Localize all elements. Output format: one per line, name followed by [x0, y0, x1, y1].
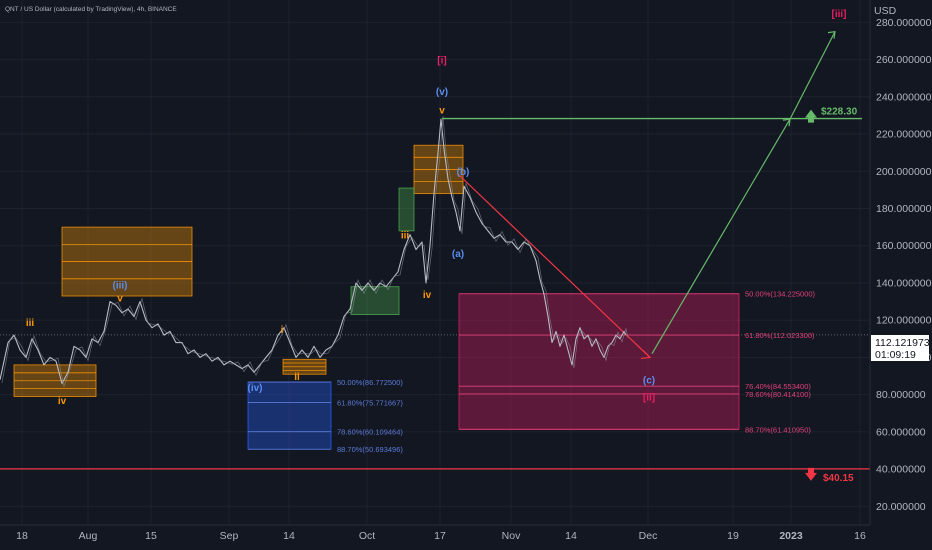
wave-label: iii — [26, 318, 35, 329]
x-tick-label: 2023 — [779, 530, 803, 542]
x-tick-label: 15 — [145, 530, 157, 542]
projection-green-arrowhead — [827, 30, 836, 39]
current-price-value: 112.121973 — [875, 337, 930, 349]
x-tick-label: 14 — [283, 530, 295, 542]
price-line — [0, 118, 627, 385]
wave-label: [i] — [437, 55, 446, 66]
x-tick-label: 17 — [434, 530, 446, 542]
wave-label: v — [117, 294, 123, 305]
wave-label: iii — [401, 230, 410, 241]
x-tick-label: Oct — [359, 530, 375, 542]
wave-label: (v) — [436, 87, 448, 98]
projection-red-arrowhead — [640, 350, 652, 360]
stop-arrow-down-icon — [805, 467, 817, 481]
y-tick-label: 280.000000 — [876, 17, 932, 29]
fib-label: 50.00%(134.225000) — [745, 290, 816, 299]
x-tick-label: 19 — [727, 530, 739, 542]
fib-label: 61.80%(75.771667) — [337, 399, 403, 408]
y-tick-label: 120.000000 — [876, 315, 932, 327]
plot-background — [0, 0, 870, 525]
targets: $228.30 $40.15 — [0, 107, 870, 484]
x-axis[interactable]: 18 Aug 15 Sep 14 Oct 17 Nov 14 Dec 19 2023 16 — [16, 530, 866, 542]
wave-label: ii — [294, 372, 300, 383]
projection-red-line — [458, 174, 651, 358]
wave-label: (iv) — [248, 383, 263, 394]
current-price-badge: 112.121973 01:09:19 — [871, 335, 930, 361]
y-tick-label: 220.000000 — [876, 129, 932, 141]
wave-label: [ii] — [643, 392, 655, 403]
wave-label: i — [281, 325, 284, 336]
wave-labels: iiiiv(iii)viii(iv)iiiiv[i](v)v(b)(a)(c)[… — [26, 9, 847, 407]
currency-label: USD — [874, 5, 897, 17]
wave-label: (c) — [643, 376, 655, 387]
y-tick-label: 140.000000 — [876, 277, 932, 289]
fib-label: 88.70%(50.693496) — [337, 445, 403, 454]
wave-label: (iii) — [113, 281, 128, 292]
y-tick-label: 20.000000 — [876, 501, 926, 513]
fib-label: 88.70%(61.410950) — [745, 425, 811, 434]
fib-label: 50.00%(86.772500) — [337, 378, 403, 387]
x-tick-label: 18 — [16, 530, 28, 542]
x-tick-label: 14 — [565, 530, 577, 542]
wave-label: iv — [58, 396, 67, 407]
grid-lines — [0, 0, 870, 525]
x-tick-label: Sep — [220, 530, 239, 542]
price-axis-background — [870, 0, 932, 525]
target-arrow-up-icon — [805, 109, 817, 123]
y-tick-label: 200.000000 — [876, 166, 932, 178]
current-price-box — [871, 335, 929, 361]
y-tick-label: 160.000000 — [876, 240, 932, 252]
wave-label: (b) — [457, 167, 470, 178]
x-tick-label: Nov — [502, 530, 521, 542]
wave-label: (a) — [452, 249, 464, 260]
wave-label: v — [439, 106, 445, 117]
price-series — [0, 116, 629, 388]
fib-label: 78.60%(80.414100) — [745, 390, 811, 399]
stop-label: $40.15 — [823, 473, 854, 484]
x-tick-label: Dec — [639, 530, 658, 542]
wave-label: [iii] — [832, 9, 847, 20]
y-tick-label: 240.000000 — [876, 91, 932, 103]
x-tick-label: 16 — [854, 530, 866, 542]
chart-title: QNT / US Dollar (calculated by TradingVi… — [5, 6, 177, 13]
countdown-value: 01:09:19 — [875, 349, 916, 361]
y-tick-label: 180.000000 — [876, 203, 932, 215]
fib-label: 76.40%(84.553400) — [745, 382, 811, 391]
y-tick-label: 60.000000 — [876, 426, 926, 438]
fib-label: 61.80%(112.023300) — [745, 331, 815, 340]
price-noise — [1, 116, 629, 388]
zone-box — [398, 187, 415, 232]
x-tick-label: Aug — [79, 530, 98, 542]
fib-levels: 50.00%(86.772500) 61.80%(75.771667) 78.60%… — [248, 290, 816, 454]
y-tick-label: 40.000000 — [876, 464, 926, 476]
zone-box — [458, 293, 740, 430]
fib-label: 78.60%(60.109464) — [337, 428, 403, 437]
y-tick-label: 260.000000 — [876, 54, 932, 66]
y-tick-label: 80.000000 — [876, 389, 926, 401]
wave-label: iv — [423, 290, 432, 301]
target-label: $228.30 — [821, 107, 858, 118]
